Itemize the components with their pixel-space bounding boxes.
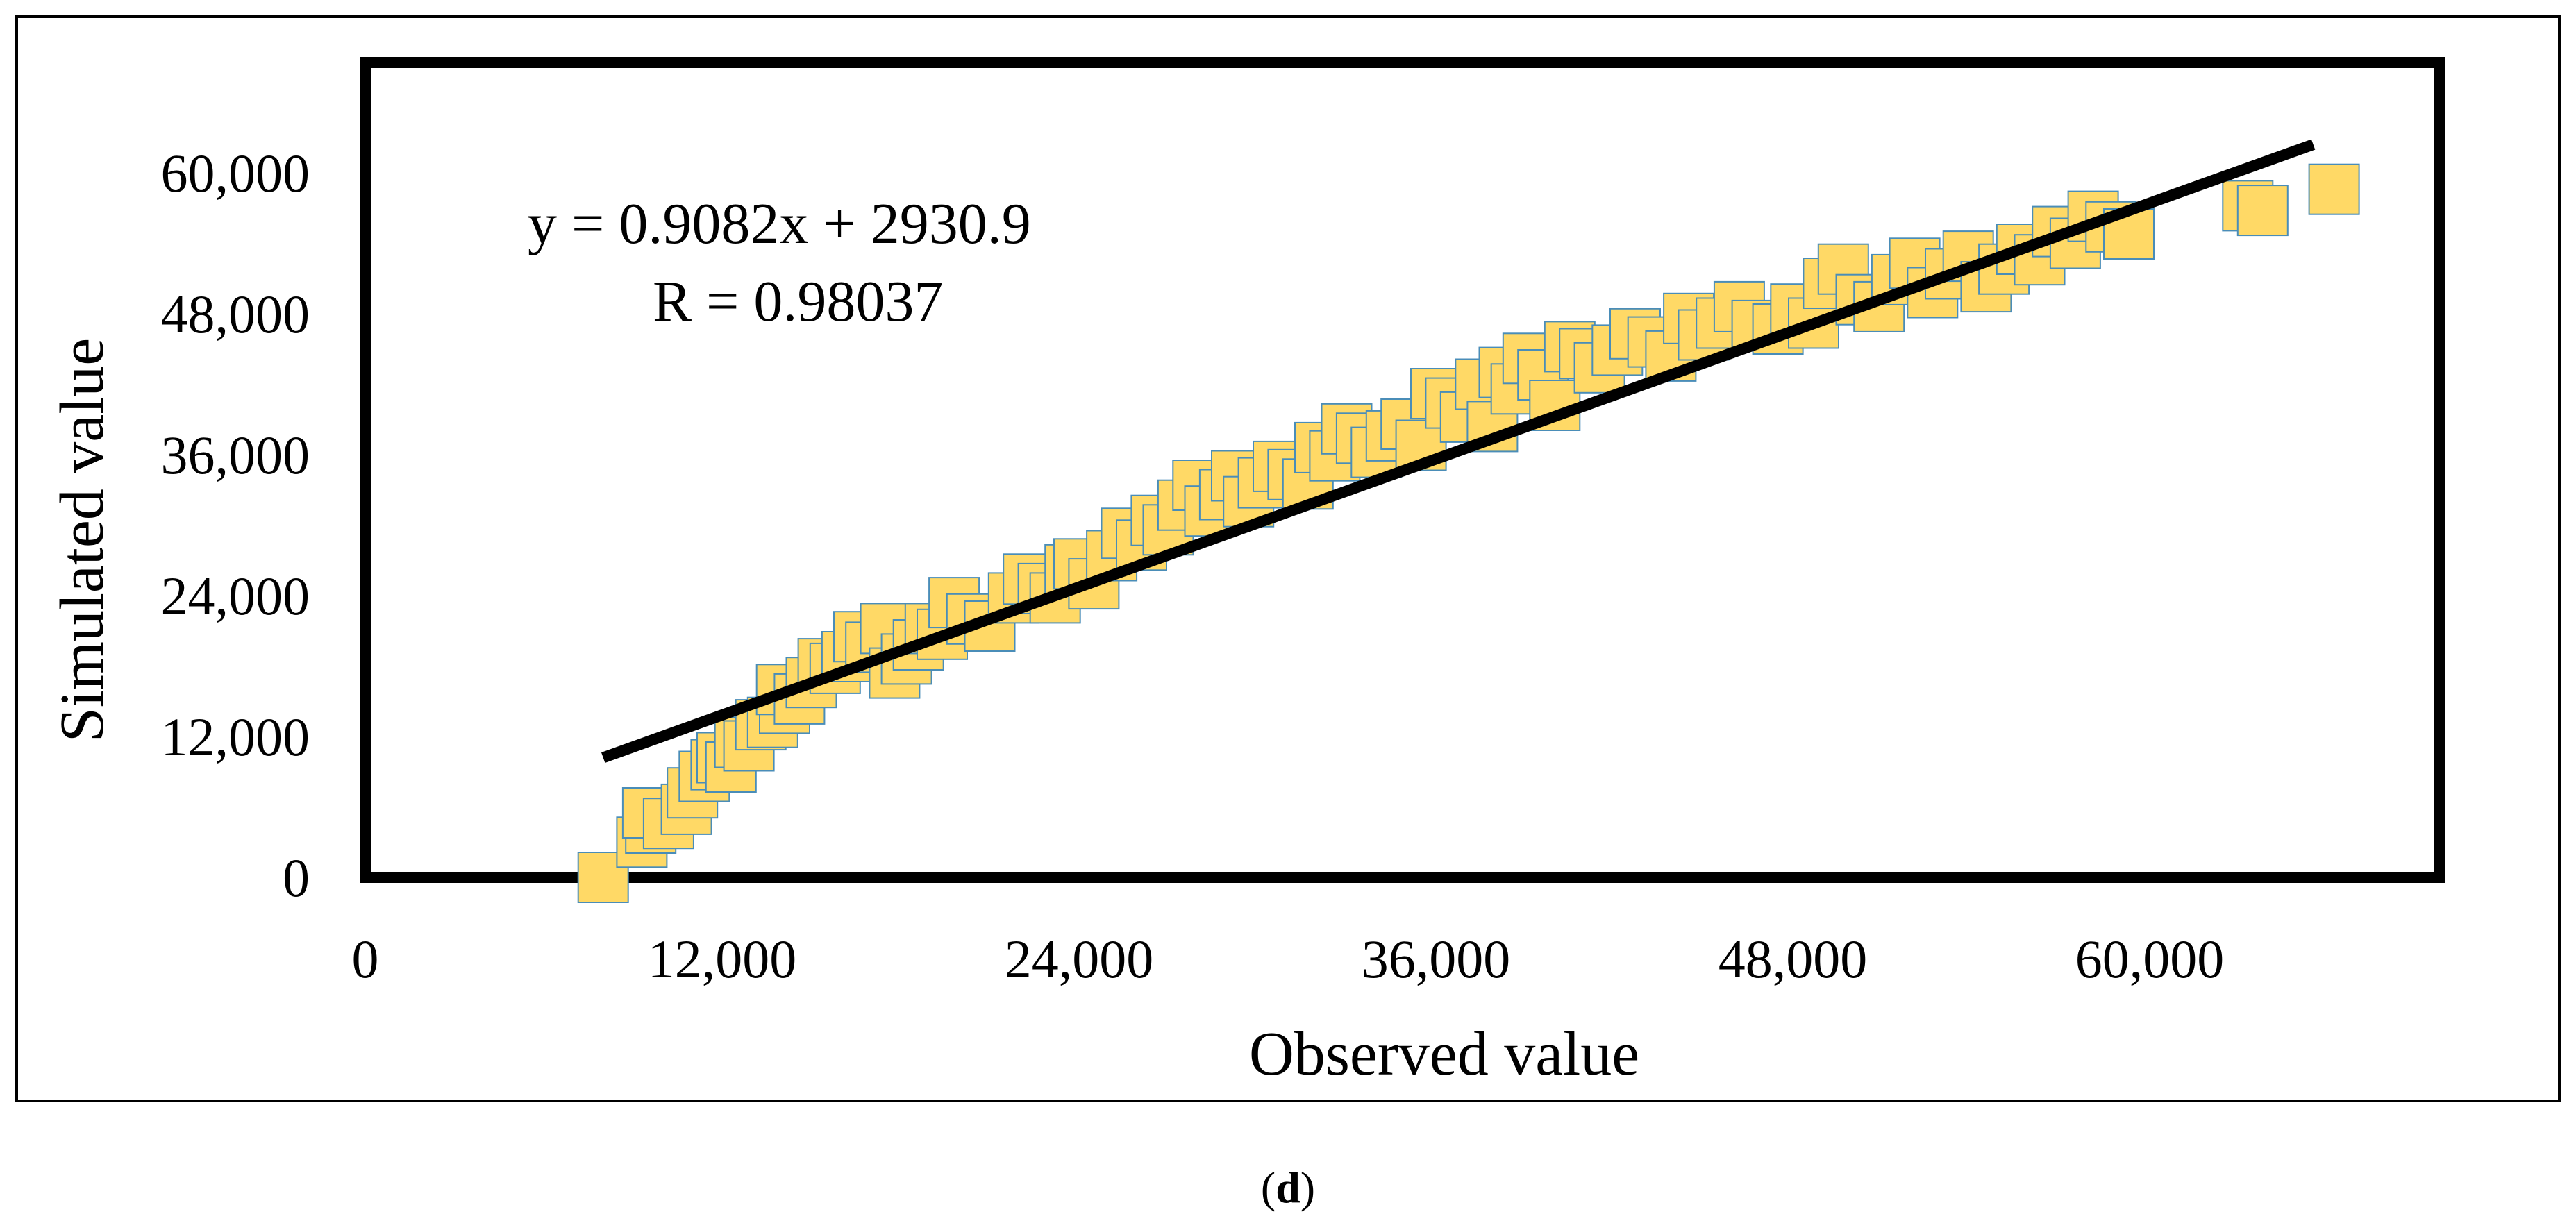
caption-close: ) <box>1300 1163 1315 1212</box>
trendline <box>601 139 2316 764</box>
data-point-108 <box>2308 163 2360 215</box>
y-tick-label: 12,000 <box>161 707 310 767</box>
x-axis-title: Observed value <box>1249 1020 1639 1088</box>
y-ticks-layer: 0 12,000 24,000 36,000 48,000 60,000 <box>161 143 310 908</box>
x-tick-label: 60,000 <box>2075 929 2225 989</box>
y-tick-label: 60,000 <box>161 143 310 203</box>
x-ticks-layer: 0 12,000 24,000 36,000 48,000 60,000 <box>352 929 2225 989</box>
caption-open: ( <box>1261 1163 1276 1212</box>
y-tick-label: 36,000 <box>161 425 310 485</box>
y-tick-label: 0 <box>283 848 310 908</box>
x-tick-label: 0 <box>352 929 379 989</box>
plot-area-frame <box>360 57 2445 883</box>
x-tick-label: 24,000 <box>1005 929 1154 989</box>
figure-caption: (d) <box>1261 1163 1315 1212</box>
caption-label: d <box>1276 1163 1300 1212</box>
x-tick-label: 12,000 <box>648 929 797 989</box>
y-axis-title: Simulated value <box>48 338 117 742</box>
x-tick-label: 36,000 <box>1362 929 1511 989</box>
data-point-107 <box>2236 185 2289 237</box>
figure-border <box>15 15 2561 1102</box>
r-annotation: R = 0.98037 <box>653 269 943 334</box>
equation-annotation: y = 0.9082x + 2930.9 <box>528 192 1031 256</box>
y-tick-label: 48,000 <box>161 284 310 344</box>
y-tick-label: 24,000 <box>161 566 310 626</box>
x-tick-label: 48,000 <box>1718 929 1868 989</box>
